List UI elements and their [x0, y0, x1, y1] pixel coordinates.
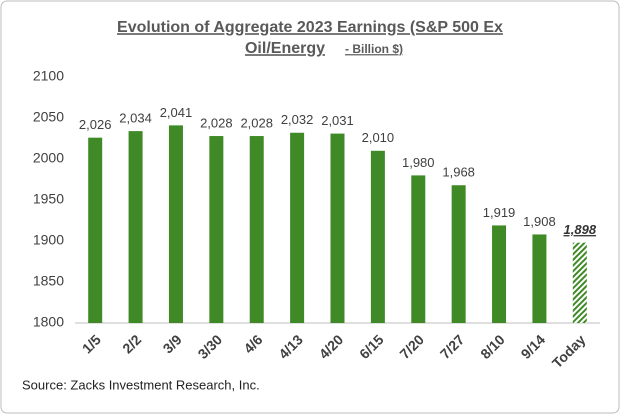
chart-unit: - Billion $) — [345, 42, 403, 56]
y-tick-label: 2100 — [33, 68, 64, 84]
y-tick-label: 2050 — [33, 109, 64, 125]
y-tick-label: 1900 — [33, 232, 64, 248]
value-label: 1,908 — [523, 214, 556, 229]
bar — [492, 225, 507, 323]
y-tick-label: 2000 — [33, 150, 64, 166]
chart-title: Oil/Energy — [245, 40, 325, 57]
value-label: 1,968 — [442, 165, 475, 180]
value-label: 2,032 — [281, 112, 314, 127]
value-label: 2,041 — [160, 105, 193, 120]
bar — [451, 185, 466, 323]
y-tick-label: 1850 — [33, 273, 64, 289]
bar — [88, 137, 103, 323]
bar — [128, 131, 143, 323]
value-label: 2,010 — [362, 130, 395, 145]
bar — [370, 150, 385, 323]
value-label: 2,028 — [240, 115, 273, 130]
source: Source: Zacks Investment Research, Inc. — [22, 377, 260, 392]
value-label: 2,026 — [79, 117, 112, 132]
value-label: 1,898 — [564, 222, 597, 237]
bar — [290, 132, 305, 323]
bar — [411, 175, 426, 323]
bar — [532, 234, 547, 323]
bar — [209, 136, 224, 323]
bar — [330, 133, 345, 323]
bar — [249, 136, 264, 323]
bar — [572, 242, 587, 323]
chart-title: Evolution of Aggregate 2023 Earnings (S&… — [117, 19, 503, 36]
value-label: 1,919 — [483, 205, 516, 220]
value-label: 1,980 — [402, 155, 435, 170]
bar — [168, 125, 183, 323]
y-tick-label: 1950 — [33, 191, 64, 207]
value-label: 2,031 — [321, 113, 354, 128]
value-label: 2,034 — [119, 111, 152, 126]
value-label: 2,028 — [200, 115, 233, 130]
y-tick-label: 1800 — [33, 314, 64, 330]
